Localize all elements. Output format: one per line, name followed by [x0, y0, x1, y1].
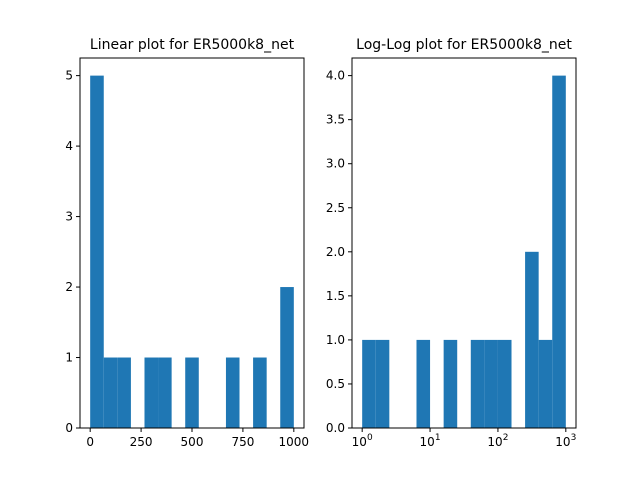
linear-plot-bar-6 — [225, 357, 240, 428]
loglog-plot-xtick-label: 102 — [487, 433, 508, 449]
linear-plot-xtick-label: 500 — [181, 435, 204, 449]
linear-plot-bar-8 — [280, 287, 294, 428]
loglog-plot-ytick-label: 0.0 — [326, 421, 345, 435]
linear-plot-xtick-label: 250 — [130, 435, 153, 449]
linear-plot-bar-1 — [103, 357, 118, 428]
loglog-plot-bars — [362, 75, 566, 429]
linear-plot-xtick-label: 750 — [231, 435, 254, 449]
loglog-plot-xtick-label: 100 — [352, 433, 373, 449]
loglog-plot-bar-1 — [375, 339, 390, 428]
loglog-plot-ytick-label: 4.0 — [326, 69, 345, 83]
loglog-plot-bar-6 — [497, 339, 512, 428]
loglog-plot-bar-7 — [525, 251, 539, 428]
linear-plot-bar-4 — [158, 357, 172, 428]
linear-plot-axes: Linear plot for ER5000k8_net 0 250 500 750 1… — [65, 37, 309, 449]
linear-plot-ytick-label: 0 — [65, 421, 73, 435]
linear-plot-xtick-label: 1000 — [279, 435, 310, 449]
linear-plot-bar-3 — [144, 357, 159, 428]
loglog-plot-ytick-label: 1.0 — [326, 333, 345, 347]
loglog-plot-ticks: 100 101 102 103 0.0 0.5 1.0 1.5 2.0 2.5 3.0 3.5 4.0 — [326, 69, 576, 449]
linear-plot-bars — [90, 75, 294, 429]
linear-plot-ytick-label: 3 — [65, 210, 73, 224]
linear-plot-frame — [79, 57, 305, 429]
loglog-plot-bar-2 — [416, 339, 431, 428]
linear-plot-ytick-label: 4 — [65, 139, 73, 153]
linear-plot-ytick-label: 5 — [65, 69, 73, 83]
linear-plot-bar-7 — [253, 357, 267, 428]
loglog-plot-ytick-label: 0.5 — [326, 377, 345, 391]
linear-plot-ticks: 0 250 500 750 1000 0 1 2 3 4 5 — [65, 69, 309, 449]
loglog-plot-frame — [351, 57, 577, 429]
linear-plot-title: Linear plot for ER5000k8_net — [90, 37, 295, 53]
linear-plot-ytick-label: 1 — [65, 351, 73, 365]
linear-plot-bar-5 — [185, 357, 199, 428]
linear-plot-bar-2 — [117, 357, 131, 428]
loglog-plot-bar-9 — [552, 75, 566, 429]
loglog-plot-bar-3 — [443, 339, 458, 428]
loglog-plot-ytick-label: 2.5 — [326, 201, 345, 215]
loglog-plot-bar-0 — [362, 339, 376, 428]
loglog-plot-ytick-label: 3.5 — [326, 113, 345, 127]
loglog-plot-bar-4 — [470, 339, 485, 428]
loglog-plot-ytick-label: 2.0 — [326, 245, 345, 259]
loglog-plot-ytick-label: 3.0 — [326, 157, 345, 171]
linear-plot-ytick-label: 2 — [65, 280, 73, 294]
linear-plot-bar-0 — [90, 75, 104, 429]
loglog-plot-xtick-label: 103 — [555, 433, 576, 449]
loglog-plot-bar-5 — [484, 339, 498, 428]
loglog-plot-axes: Log-Log plot for ER5000k8_net 100 101 102 1… — [326, 37, 577, 449]
loglog-plot-ytick-label: 1.5 — [326, 289, 345, 303]
loglog-plot-bar-8 — [538, 339, 553, 428]
linear-plot-xtick-label: 0 — [86, 435, 94, 449]
loglog-plot-title: Log-Log plot for ER5000k8_net — [356, 37, 572, 53]
loglog-plot-xtick-label: 101 — [420, 433, 441, 449]
